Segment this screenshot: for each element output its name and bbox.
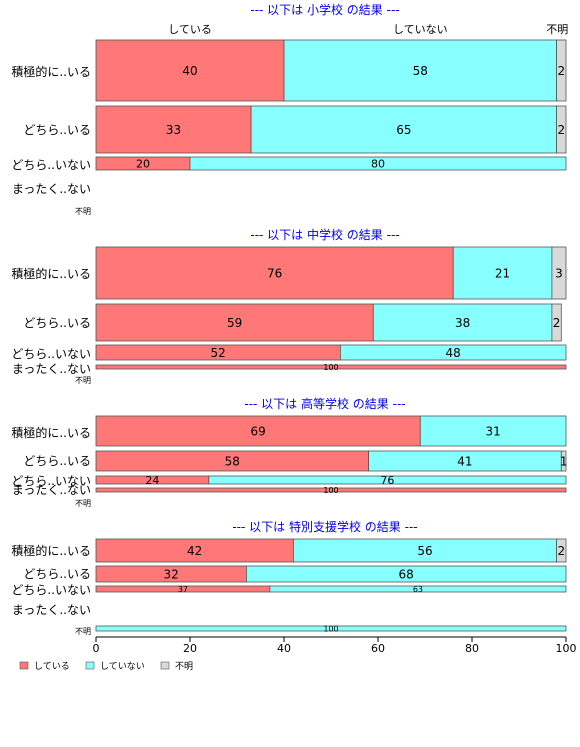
data-label: 2 (557, 544, 565, 558)
data-label: 80 (371, 157, 385, 170)
bar-segment (551, 246, 567, 300)
bar-segment (556, 538, 567, 563)
bar-segment (419, 415, 567, 447)
bar-segment (245, 565, 567, 583)
data-label: 100 (323, 486, 338, 495)
bar-segment (95, 625, 567, 632)
data-label: 63 (413, 585, 423, 594)
bar-segment (372, 303, 553, 342)
row-label: 不明 (75, 207, 91, 216)
x-tick-label: 100 (556, 642, 577, 655)
column-header: 不明 (546, 23, 568, 36)
legend-label: していない (100, 661, 145, 672)
data-label: 20 (136, 157, 150, 170)
bar-segment (208, 475, 567, 485)
row-label: どちら..いない (11, 347, 91, 361)
row-label: どちら..いる (23, 454, 91, 468)
data-label: 24 (145, 474, 159, 487)
row-label: どちら..いる (23, 123, 91, 137)
legend-swatch (160, 661, 170, 670)
data-label: 59 (227, 316, 242, 330)
data-label: 76 (267, 266, 282, 280)
bar-segment (95, 415, 421, 447)
legend-label: 不明 (175, 661, 193, 672)
bar-segment (551, 303, 562, 342)
row-label: まったく..ない (12, 603, 91, 617)
row-label: どちら..いない (11, 158, 91, 172)
data-label: 48 (446, 346, 461, 360)
row-label: まったく..ない (12, 182, 91, 196)
x-tick-label: 20 (183, 642, 197, 655)
bar-segment (95, 364, 567, 370)
data-label: 38 (455, 316, 470, 330)
data-label: 100 (323, 625, 338, 634)
bar-segment (95, 39, 285, 102)
data-label: 100 (323, 363, 338, 372)
data-label: 37 (178, 585, 188, 594)
bar-segment (250, 105, 558, 154)
data-label: 41 (457, 454, 472, 468)
data-label: 2 (553, 316, 561, 330)
data-label: 2 (557, 64, 565, 78)
row-label: どちら..いる (23, 316, 91, 330)
panel-title: --- 以下は 特別支援学校 の結果 --- (232, 519, 417, 534)
row-label: どちら..いない (11, 583, 91, 597)
bar-segment (189, 156, 567, 171)
row-label: 不明 (75, 499, 91, 508)
x-tick-label: 60 (371, 642, 385, 655)
row-label: まったく..ない (12, 362, 91, 376)
legend-label: している (34, 661, 70, 672)
data-label: 68 (399, 567, 414, 581)
bar-segment (269, 585, 567, 593)
data-label: 56 (417, 544, 432, 558)
legend-swatch (85, 661, 95, 670)
row-label: 積極的に..いる (11, 425, 91, 440)
bar-segment (95, 303, 374, 342)
bar-segment (339, 344, 567, 361)
bar-segment (452, 246, 553, 300)
data-label: 3 (555, 266, 563, 280)
data-label: 33 (166, 123, 181, 137)
row-label: まったく..ない (12, 483, 91, 497)
data-label: 40 (182, 64, 197, 78)
row-label: どちら..いる (23, 567, 91, 581)
column-header: していない (393, 23, 448, 36)
row-label: 積極的に..いる (11, 64, 91, 79)
bar-segment (283, 39, 558, 102)
data-label: 31 (486, 424, 501, 438)
row-label: 不明 (75, 627, 91, 636)
data-label: 69 (251, 424, 266, 438)
x-tick-label: 0 (93, 642, 100, 655)
x-tick-label: 40 (277, 642, 291, 655)
data-label: 21 (495, 266, 510, 280)
data-label: 42 (187, 544, 202, 558)
panel-title: --- 以下は 高等学校 の結果 --- (244, 396, 405, 411)
panel-title: --- 以下は 中学校 の結果 --- (250, 227, 399, 242)
data-label: 58 (413, 64, 428, 78)
row-label: 積極的に..いる (11, 543, 91, 558)
bar-segment (95, 246, 454, 300)
bar-segment (556, 105, 567, 154)
data-label: 58 (225, 454, 240, 468)
data-label: 52 (211, 346, 226, 360)
data-label: 32 (164, 567, 179, 581)
data-label: 65 (396, 123, 411, 137)
data-label: 76 (380, 474, 394, 487)
column-header: している (168, 23, 212, 36)
data-label: 2 (557, 123, 565, 137)
bar-segment (560, 450, 567, 472)
bar-segment (556, 39, 567, 102)
panel-title: --- 以下は 小学校 の結果 --- (250, 2, 399, 17)
row-label: 不明 (75, 376, 91, 385)
data-label: 1 (560, 454, 568, 468)
legend-swatch (19, 661, 29, 670)
x-tick-label: 80 (465, 642, 479, 655)
bar-segment (95, 487, 567, 493)
row-label: 積極的に..いる (11, 266, 91, 281)
row-label: どちら..いない (11, 474, 91, 488)
